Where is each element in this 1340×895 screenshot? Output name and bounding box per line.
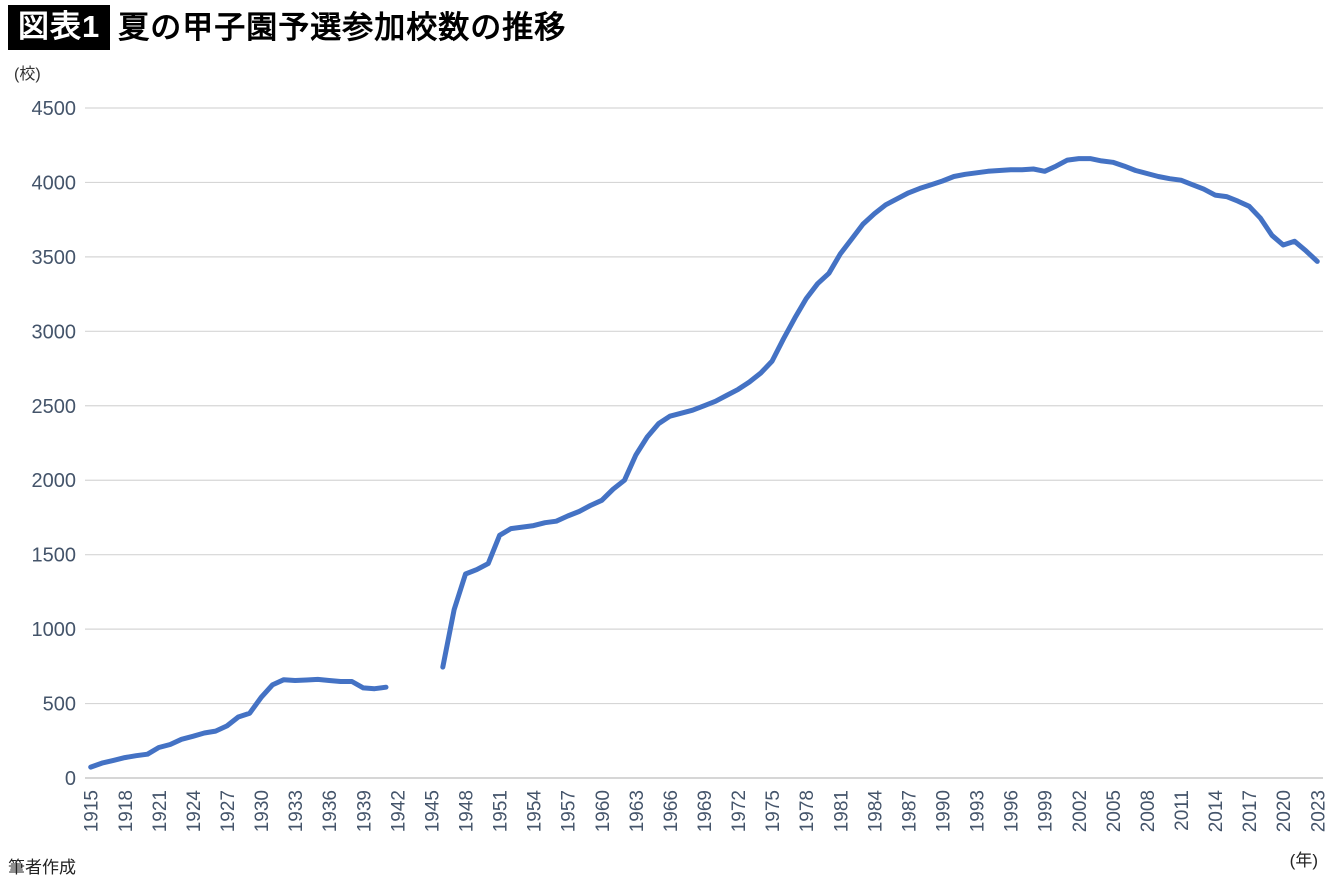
x-tick-label: 1987 (899, 790, 920, 832)
x-tick-label: 2011 (1172, 790, 1193, 831)
x-tick-label: 1984 (865, 790, 886, 833)
y-tick-label: 2000 (32, 470, 77, 492)
y-tick-label: 1500 (32, 545, 77, 567)
x-tick-label: 1975 (763, 790, 784, 832)
x-tick-label: 1963 (627, 790, 648, 832)
y-tick-label: 4000 (32, 172, 77, 194)
x-tick-label: 1981 (831, 790, 852, 832)
x-tick-label: 1969 (695, 790, 716, 832)
y-axis-labels: 0 500 1000 1500 2000 2500 3000 3500 4000 4500 (32, 98, 77, 790)
x-axis-unit-label: (年) (1289, 851, 1318, 870)
x-tick-label: 1915 (82, 790, 103, 832)
x-tick-label: 1945 (422, 790, 443, 832)
x-tick-label: 2008 (1138, 790, 1159, 832)
x-tick-label: 1957 (559, 790, 580, 832)
y-tick-label: 500 (43, 694, 76, 716)
x-tick-label: 1933 (286, 790, 307, 832)
x-tick-label: 1999 (1036, 790, 1057, 832)
y-tick-label: 2500 (32, 396, 77, 418)
y-tick-label: 3500 (32, 247, 77, 269)
y-axis-unit-label: (校) (14, 66, 41, 83)
x-tick-label: 2014 (1206, 790, 1227, 833)
x-tick-label: 1960 (593, 790, 614, 832)
x-tick-label: 1936 (320, 790, 341, 832)
x-tick-label: 1978 (797, 790, 818, 832)
gridlines (85, 107, 1323, 779)
x-tick-label: 1972 (729, 790, 750, 832)
x-tick-label: 2020 (1274, 790, 1295, 832)
y-tick-label: 0 (65, 768, 76, 790)
x-tick-label: 1966 (661, 790, 682, 832)
chart-header: 図表1 夏の甲子園予選参加校数の推移 (8, 5, 566, 50)
x-tick-label: 1921 (150, 790, 171, 832)
y-tick-label: 3000 (32, 321, 77, 343)
x-tick-label: 1918 (116, 790, 137, 832)
source-credit: 筆者作成 (8, 858, 76, 877)
x-tick-label: 1993 (968, 790, 989, 832)
x-tick-label: 1951 (491, 790, 512, 832)
x-tick-label: 1996 (1002, 790, 1023, 832)
y-tick-label: 4500 (32, 98, 77, 120)
x-tick-label: 1939 (354, 790, 375, 832)
participation-line-series (88, 156, 1320, 770)
x-tick-label: 1930 (252, 790, 273, 832)
y-tick-label: 1000 (32, 619, 77, 641)
x-tick-label: 2023 (1308, 790, 1329, 832)
data-line (88, 156, 1320, 770)
x-tick-label: 1948 (456, 790, 477, 832)
x-tick-label: 2005 (1104, 790, 1125, 832)
x-tick-label: 1954 (525, 790, 546, 833)
x-tick-label: 1942 (388, 790, 409, 832)
x-axis-labels: 1915 1918 1921 1924 1927 1930 1933 1936 1939 1942… (82, 790, 1330, 833)
x-tick-label: 2017 (1240, 790, 1261, 832)
page-title: 夏の甲子園予選参加校数の推移 (118, 10, 567, 45)
x-tick-label: 1990 (934, 790, 955, 832)
x-tick-label: 2002 (1070, 790, 1091, 832)
figure-number-badge: 図表1 (8, 5, 111, 50)
x-tick-label: 1927 (218, 790, 239, 832)
x-tick-label: 1924 (184, 790, 205, 833)
